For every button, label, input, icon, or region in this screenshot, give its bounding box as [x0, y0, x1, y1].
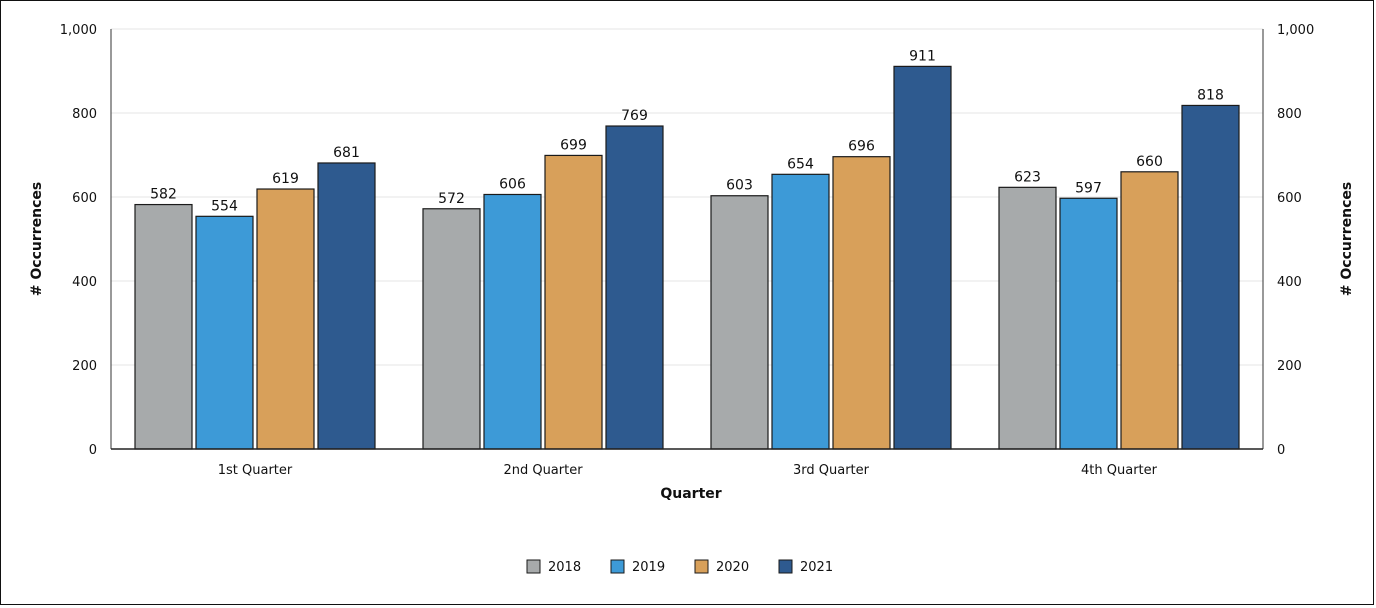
bar-2018-1	[134, 203, 193, 450]
data-label: 696	[848, 139, 875, 155]
data-label: 681	[333, 145, 360, 161]
legend-swatch-2018	[526, 559, 541, 574]
legend-label-2019: 2019	[632, 560, 665, 575]
y-axis-title-left: # Occurrences	[29, 182, 45, 296]
y-tick-label-right: 0	[1277, 443, 1285, 458]
data-label: 572	[438, 191, 465, 207]
data-labels: 582 554 619 681 572 606 699 769 603 654 696 911 623 5…	[150, 48, 1224, 214]
y-tick-label-left: 400	[72, 275, 97, 290]
bar-series	[134, 65, 1240, 450]
data-label: 606	[499, 176, 526, 192]
data-label: 619	[272, 171, 299, 187]
data-label: 654	[787, 156, 814, 172]
bar-2020-2	[544, 154, 603, 450]
bar-2020-4	[1120, 171, 1179, 450]
bar-2018-2	[422, 208, 481, 450]
x-axis-title: Quarter	[660, 486, 721, 502]
legend-label-2021: 2021	[800, 560, 833, 575]
bar-2019-1	[195, 215, 254, 450]
y-tick-label-left: 0	[89, 443, 97, 458]
data-label: 699	[560, 137, 587, 153]
data-label: 911	[909, 48, 936, 64]
y-tick-label-right: 600	[1277, 191, 1302, 206]
y-tick-label-right: 400	[1277, 275, 1302, 290]
x-tick-label: 4th Quarter	[1081, 463, 1158, 478]
data-label: 554	[211, 198, 238, 214]
data-label: 597	[1075, 180, 1102, 196]
y-tick-label-right: 800	[1277, 107, 1302, 122]
y-tick-label-right: 200	[1277, 359, 1302, 374]
bar-2019-2	[483, 193, 542, 450]
y-axis-title-right: # Occurrences	[1339, 182, 1355, 296]
bar-2019-4	[1059, 197, 1118, 450]
y-tick-label-left: 200	[72, 359, 97, 374]
data-label: 603	[726, 178, 753, 194]
x-tick-label: 1st Quarter	[218, 463, 293, 478]
legend-label-2020: 2020	[716, 560, 749, 575]
bar-2018-4	[998, 186, 1057, 450]
data-label: 818	[1197, 87, 1224, 103]
bar-2019-3	[771, 173, 830, 450]
y-tick-label-right: 1,000	[1277, 23, 1314, 38]
bar-2021-3	[893, 65, 952, 450]
data-label: 769	[621, 108, 648, 124]
data-label: 660	[1136, 154, 1163, 170]
legend-label-2018: 2018	[548, 560, 581, 575]
bar-2020-3	[832, 156, 891, 450]
x-tick-label: 2nd Quarter	[503, 463, 583, 478]
axes: 0 0 200 200 400 400 600 600 800 800 1,000 1,000 1st …	[60, 23, 1314, 478]
legend-swatch-2019	[610, 559, 625, 574]
y-tick-label-left: 1,000	[60, 23, 97, 38]
x-tick-label: 3rd Quarter	[793, 463, 870, 478]
data-label: 582	[150, 187, 177, 203]
legend-swatch-2021	[778, 559, 793, 574]
legend: 2018 2019 2020 2021	[526, 559, 833, 575]
bar-2021-1	[317, 162, 376, 450]
bar-2021-2	[605, 125, 664, 450]
y-tick-label-left: 800	[72, 107, 97, 122]
bar-2021-4	[1181, 104, 1240, 450]
legend-swatch-2020	[694, 559, 709, 574]
data-label: 623	[1014, 169, 1041, 185]
bar-2020-1	[256, 188, 315, 450]
bar-2018-3	[710, 195, 769, 450]
y-tick-label-left: 600	[72, 191, 97, 206]
